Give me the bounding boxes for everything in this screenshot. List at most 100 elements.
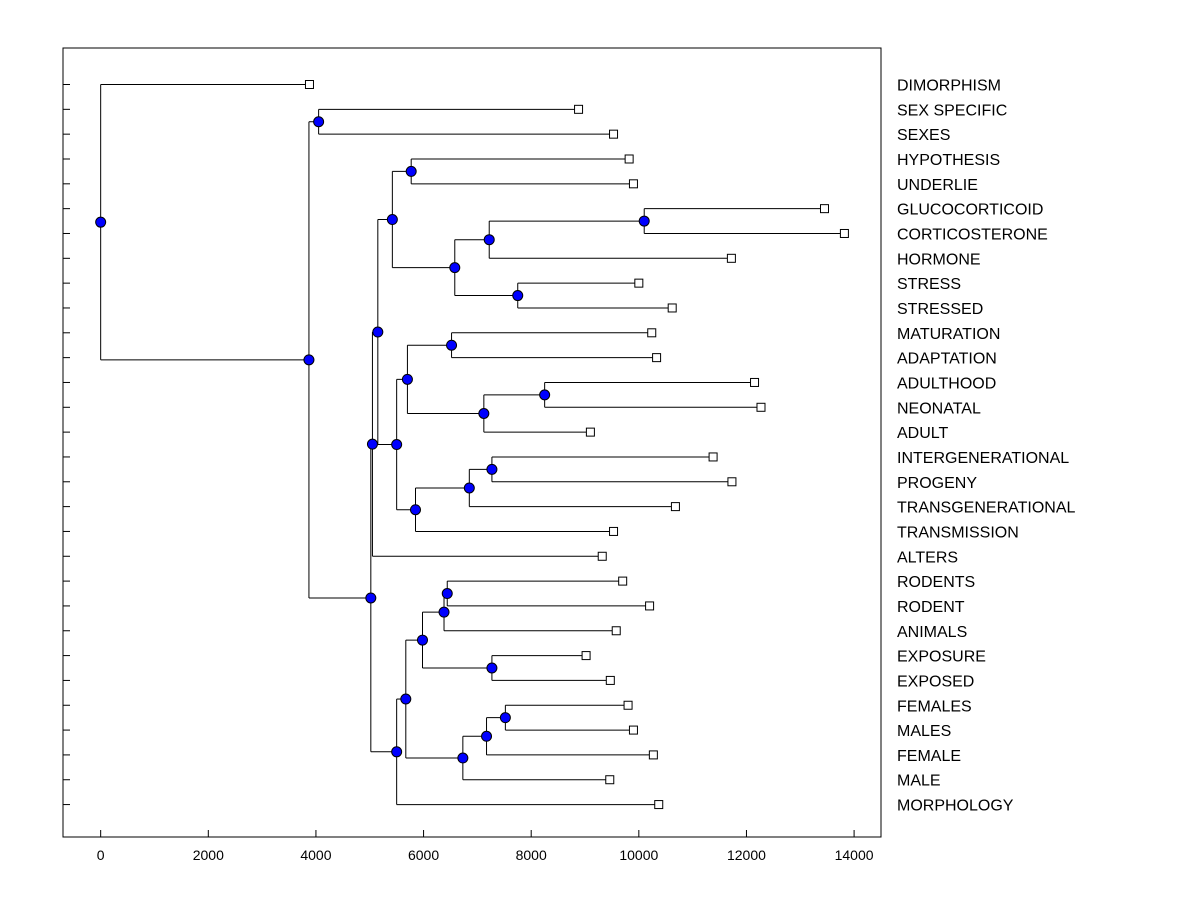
leaf-label: MALES xyxy=(897,723,951,740)
leaf-label: FEMALES xyxy=(897,698,972,715)
leaf-marker xyxy=(609,129,619,139)
leaf-label: GLUCOCORTICOID xyxy=(897,202,1043,219)
leaf-marker xyxy=(708,452,718,462)
merge-node xyxy=(438,606,450,618)
leaf-label: SEXES xyxy=(897,127,950,144)
x-tick-label: 8000 xyxy=(516,847,547,863)
leaf-markers xyxy=(304,80,849,810)
merge-node xyxy=(486,662,498,674)
merge-node xyxy=(409,504,421,516)
merge-node xyxy=(391,746,403,758)
x-tick-label: 10000 xyxy=(619,847,658,863)
merge-node xyxy=(365,592,377,604)
merge-node xyxy=(416,634,428,646)
leaf-marker xyxy=(839,228,849,238)
merge-node xyxy=(483,234,495,246)
leaf-label: ADULTHOOD xyxy=(897,375,996,392)
leaf-label: RODENTS xyxy=(897,574,975,591)
leaf-marker xyxy=(670,502,680,512)
leaf-marker xyxy=(726,253,736,263)
merge-node xyxy=(539,389,551,401)
leaf-marker xyxy=(605,675,615,685)
merge-node xyxy=(457,752,469,764)
merge-node xyxy=(400,693,412,705)
merge-node xyxy=(401,373,413,385)
merge-node xyxy=(446,339,458,351)
axis-ticks xyxy=(63,84,855,837)
leaf-label: CORTICOSTERONE xyxy=(897,226,1048,243)
merge-node xyxy=(512,290,524,302)
leaf-marker xyxy=(727,477,737,487)
x-tick-label: 6000 xyxy=(408,847,439,863)
leaf-label: ALTERS xyxy=(897,549,958,566)
leaf-marker xyxy=(624,154,634,164)
x-tick-label: 12000 xyxy=(727,847,766,863)
x-tick-label: 14000 xyxy=(835,847,874,863)
leaf-label: MATURATION xyxy=(897,326,1000,343)
merge-node xyxy=(486,463,498,475)
leaf-label: NEONATAL xyxy=(897,400,981,417)
leaf-label: PROGENY xyxy=(897,475,977,492)
leaf-label: INTERGENERATIONAL xyxy=(897,450,1069,467)
leaf-label: FEMALE xyxy=(897,748,961,765)
leaf-label: MALE xyxy=(897,773,941,790)
leaf-marker xyxy=(597,551,607,561)
leaf-label: ADAPTATION xyxy=(897,351,997,368)
merge-node xyxy=(638,215,650,227)
x-axis-tick-labels: 0 2000 4000 6000 8000 10000 12000 14000 xyxy=(97,847,874,863)
leaf-marker xyxy=(618,576,628,586)
merge-node xyxy=(95,216,107,228)
leaf-labels: DIMORPHISM SEX SPECIFIC SEXES HYPOTHESIS UND… xyxy=(897,78,1076,815)
leaf-label: STRESSED xyxy=(897,301,983,318)
merge-node xyxy=(499,712,511,724)
leaf-label: STRESS xyxy=(897,276,961,293)
leaf-marker xyxy=(581,651,591,661)
leaf-label: ANIMALS xyxy=(897,624,967,641)
merge-node xyxy=(391,439,403,451)
leaf-marker xyxy=(648,750,658,760)
leaf-marker xyxy=(819,204,829,214)
leaf-label: UNDERLIE xyxy=(897,177,978,194)
leaf-label: EXPOSURE xyxy=(897,649,986,666)
leaf-marker xyxy=(623,700,633,710)
branch-lines xyxy=(100,84,845,806)
leaf-marker xyxy=(605,775,615,785)
leaf-marker xyxy=(647,328,657,338)
x-tick-label: 2000 xyxy=(193,847,224,863)
leaf-marker xyxy=(574,104,584,114)
leaf-marker xyxy=(756,402,766,412)
leaf-label: TRANSMISSION xyxy=(897,524,1019,541)
leaf-label: DIMORPHISM xyxy=(897,78,1001,95)
leaf-marker xyxy=(750,377,760,387)
merge-node xyxy=(313,116,325,128)
merge-node xyxy=(481,730,493,742)
leaf-marker xyxy=(304,80,314,89)
leaf-label: HORMONE xyxy=(897,251,981,268)
merge-node-markers xyxy=(95,116,650,764)
merge-node xyxy=(366,438,378,450)
merge-node xyxy=(449,262,461,274)
leaf-label: SEX SPECIFIC xyxy=(897,102,1007,119)
leaf-marker xyxy=(628,179,638,189)
plot-frame xyxy=(62,47,882,838)
merge-node xyxy=(441,588,453,600)
merge-node xyxy=(463,482,475,494)
merge-node xyxy=(478,407,490,419)
leaf-marker xyxy=(628,725,638,735)
leaf-label: EXPOSED xyxy=(897,673,974,690)
leaf-marker xyxy=(585,427,595,437)
x-tick-label: 4000 xyxy=(300,847,331,863)
merge-node xyxy=(405,165,417,177)
leaf-marker xyxy=(645,601,655,611)
leaf-marker xyxy=(609,526,619,536)
merge-node xyxy=(386,214,398,226)
leaf-marker xyxy=(654,800,664,810)
merge-node xyxy=(372,326,384,338)
leaf-label: ADULT xyxy=(897,425,948,442)
leaf-marker xyxy=(652,353,662,363)
leaf-marker xyxy=(667,303,677,313)
x-tick-label: 0 xyxy=(97,847,105,863)
leaf-label: MORPHOLOGY xyxy=(897,798,1014,815)
leaf-marker xyxy=(611,626,621,636)
